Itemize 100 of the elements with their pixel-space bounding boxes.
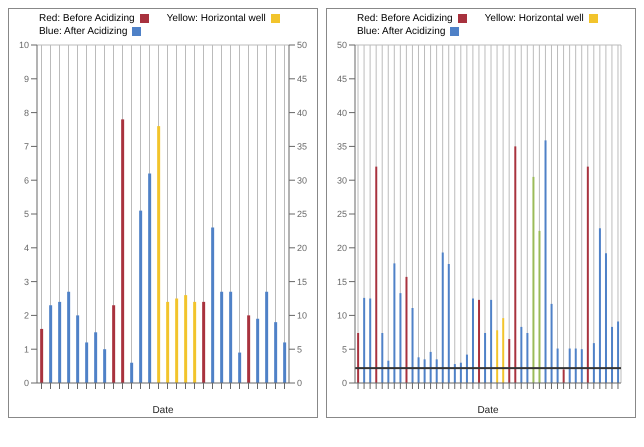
bar (76, 315, 80, 383)
bar (211, 228, 214, 383)
bar (166, 302, 170, 383)
y-tick-label: 30 (336, 175, 347, 186)
y2-tick-label: 20 (297, 242, 308, 253)
bar (202, 302, 206, 383)
bar (67, 292, 70, 383)
bar (85, 342, 88, 383)
bar (229, 292, 232, 383)
bar (94, 332, 98, 383)
y-tick-label: 35 (336, 142, 347, 152)
bar (574, 348, 577, 383)
bar (148, 173, 152, 383)
bar (375, 166, 378, 383)
bar (478, 300, 480, 383)
y-tick-label: 25 (336, 209, 347, 220)
y-tick-label: 0 (24, 378, 29, 388)
bar (283, 342, 286, 383)
bar (184, 295, 188, 383)
bar (363, 298, 366, 383)
bar (256, 318, 260, 383)
bar (130, 362, 134, 383)
bar (550, 304, 553, 383)
y-tick-label: 45 (336, 74, 347, 84)
legend-label: Red: Before Acidizing (357, 13, 453, 24)
bar (357, 332, 360, 383)
bar (472, 298, 474, 383)
bar (592, 343, 595, 383)
bar (157, 126, 160, 383)
y2-tick-label: 30 (297, 175, 308, 186)
bar (393, 263, 396, 383)
bar (112, 305, 116, 383)
y2-tick-label: 50 (297, 40, 308, 50)
y-tick-label: 8 (24, 108, 29, 118)
y-tick-label: 15 (336, 276, 347, 287)
y-tick-label: 20 (336, 242, 347, 253)
bar (562, 369, 565, 383)
bar (532, 176, 534, 383)
x-axis-title: Date (152, 405, 174, 416)
bar (490, 300, 492, 383)
bar (466, 354, 468, 383)
bar (49, 305, 52, 383)
bar (617, 321, 620, 383)
y2-tick-label: 0 (297, 378, 302, 388)
y-tick-label: 10 (18, 40, 29, 50)
y-tick-label: 5 (342, 344, 347, 354)
bar (220, 292, 224, 383)
legend-label: Yellow: Horizontal well (166, 13, 266, 24)
legend-label: Red: Before Acidizing (39, 13, 135, 24)
bar (103, 349, 106, 383)
bar (40, 328, 44, 383)
bar (399, 293, 402, 383)
bar (387, 360, 390, 383)
y-tick-label: 9 (24, 74, 29, 84)
bar (430, 352, 432, 383)
bar (139, 210, 142, 383)
y-tick-label: 10 (336, 310, 347, 321)
bar (556, 348, 559, 383)
bar (604, 253, 607, 383)
y-tick-label: 2 (24, 310, 29, 321)
bar (274, 322, 278, 383)
y-tick-label: 7 (24, 142, 29, 152)
y-tick-label: 0 (342, 378, 347, 388)
bar (484, 332, 486, 383)
y-tick-label: 6 (24, 175, 29, 186)
y-tick-label: 4 (24, 242, 29, 253)
x-axis-title: Date (477, 405, 499, 416)
bar (598, 228, 601, 383)
y2-tick-label: 40 (297, 108, 308, 118)
y2-tick-label: 5 (297, 344, 302, 354)
y2-tick-label: 15 (297, 276, 308, 287)
bar (412, 308, 414, 383)
y-tick-label: 5 (24, 209, 29, 220)
bar (611, 326, 614, 383)
bar (580, 349, 583, 383)
y-tick-label: 50 (336, 40, 347, 50)
y-tick-label: 1 (24, 344, 29, 354)
legend-label: Blue: After Acidizing (357, 26, 446, 37)
bar (405, 276, 408, 383)
y2-tick-label: 35 (297, 142, 308, 152)
y2-tick-label: 25 (297, 209, 308, 220)
legend-label: Yellow: Horizontal well (484, 13, 584, 24)
bar (121, 119, 124, 383)
bar (568, 348, 571, 383)
y2-tick-label: 45 (297, 74, 308, 84)
bar (247, 315, 250, 383)
bar (526, 332, 528, 383)
legend-label: Blue: After Acidizing (39, 26, 128, 37)
y-tick-label: 40 (336, 108, 347, 118)
bar (502, 318, 504, 383)
y-tick-label: 3 (24, 276, 29, 287)
bar (448, 264, 450, 383)
bar (381, 332, 384, 383)
bar (544, 140, 547, 383)
bar (496, 330, 498, 383)
bar (58, 302, 62, 383)
bar (508, 339, 510, 383)
bar (442, 252, 444, 383)
bar (514, 146, 516, 383)
bar (586, 166, 589, 383)
